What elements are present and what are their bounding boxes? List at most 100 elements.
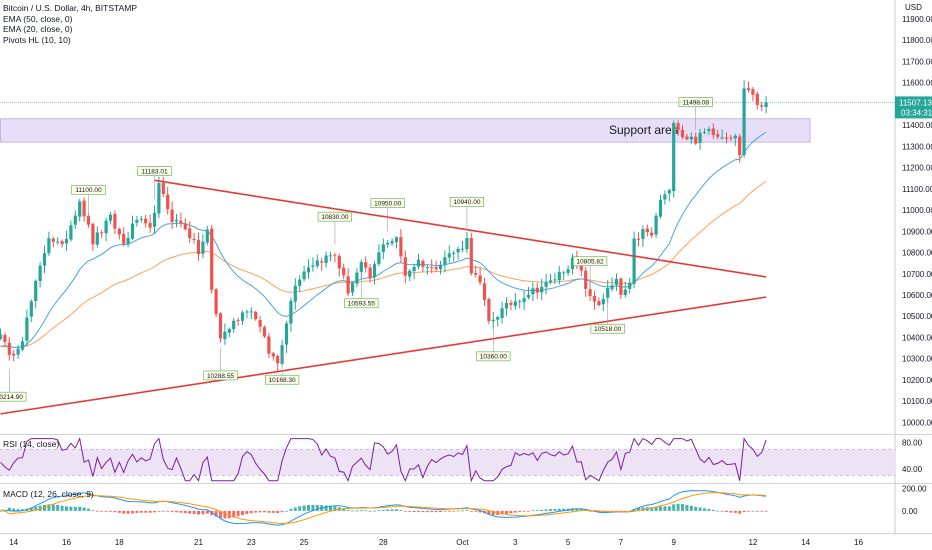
macd-bar (131, 510, 134, 514)
candle (262, 325, 267, 338)
macd-bar (315, 504, 319, 511)
pivot-label: 10950.00 (370, 198, 405, 232)
time-tick-label: 3 (513, 538, 518, 547)
macd-bar (276, 510, 280, 513)
candle-body (205, 229, 209, 243)
candle-body (751, 89, 755, 95)
trendline (154, 179, 767, 278)
macd-bar (197, 510, 200, 515)
macd-bar (465, 510, 469, 511)
candle-body (733, 135, 737, 139)
candle-body (100, 232, 104, 234)
candle (610, 277, 614, 292)
candle (108, 212, 113, 225)
candle-body (271, 353, 275, 357)
macd-bar (452, 510, 456, 512)
candle-body (223, 331, 227, 340)
candle (117, 227, 121, 240)
pivot-label: 10214.90 (0, 368, 27, 402)
candle (179, 212, 183, 228)
macd-bar (707, 509, 711, 511)
candle-body (628, 282, 632, 289)
candle-body (196, 239, 201, 255)
candle (566, 265, 570, 276)
candle-body (298, 279, 302, 286)
candle (584, 267, 588, 297)
candle (113, 210, 117, 235)
macd-bar (51, 504, 55, 511)
macd-bar (324, 505, 328, 511)
candle (157, 176, 161, 219)
macd-bar (359, 510, 363, 512)
macd-bar (109, 510, 112, 512)
candle-body (262, 327, 267, 337)
candle-body (742, 88, 746, 155)
candle-body (51, 238, 55, 242)
candle-body (183, 223, 187, 230)
candle (240, 310, 245, 326)
candle (144, 214, 148, 228)
macd-bar (654, 507, 658, 511)
candle (412, 263, 416, 280)
candle-body (729, 137, 733, 139)
candle (126, 231, 130, 248)
macd-bar (434, 510, 438, 513)
pivot-label: 10360.00 (476, 328, 511, 362)
chart-legend: Bitcoin / U.S. Dollar, 4h, BITSTAMP EMA … (3, 3, 137, 45)
candle (733, 133, 737, 146)
macd-bar (439, 510, 442, 513)
macd-bar (417, 510, 420, 512)
candle (148, 214, 152, 234)
candle (738, 134, 742, 163)
candle-body (210, 228, 214, 290)
macd-bar (738, 510, 742, 514)
macd-bar (562, 508, 566, 511)
macd-bar (201, 510, 205, 515)
time-tick-label: 28 (379, 538, 388, 547)
macd-bar (302, 505, 306, 511)
candle (632, 231, 636, 289)
candle (619, 277, 623, 300)
candle-body (632, 238, 636, 284)
candle-body (553, 279, 557, 281)
candle (544, 273, 548, 295)
pivot-box (317, 211, 353, 222)
candle (570, 254, 575, 275)
macd-bar (747, 510, 750, 512)
pivot-box (590, 323, 625, 334)
macd-bar (386, 509, 390, 511)
candle (623, 281, 627, 298)
candle-body (443, 257, 447, 265)
candle (337, 253, 341, 277)
macd-bar (219, 510, 222, 519)
price-tick-label: 10800.00 (902, 249, 932, 258)
macd-bar (122, 510, 126, 514)
candle (196, 232, 201, 261)
candle-body (438, 265, 443, 270)
candle (746, 81, 751, 93)
candle (531, 282, 535, 302)
candle (214, 287, 218, 318)
macd-bar (144, 510, 148, 513)
candle-body (566, 269, 570, 273)
macd-bar (456, 510, 460, 512)
candle (416, 253, 421, 270)
candle-body (755, 93, 759, 105)
candle (408, 268, 412, 282)
pivot-text: 10593.55 (348, 301, 375, 308)
candle (482, 277, 487, 306)
time-tick-label: 5 (566, 538, 571, 547)
pivot-label: 10940.00 (449, 196, 485, 230)
rsi-band (0, 449, 895, 476)
candle-body (513, 301, 517, 306)
pivot-box (264, 374, 300, 385)
pivot-label: 10805.82 (572, 256, 608, 290)
candle (707, 126, 711, 135)
candle-body (25, 317, 29, 341)
candle-body (636, 238, 641, 240)
candle-body (56, 241, 60, 243)
macd-bar (241, 510, 244, 516)
macd-bar (531, 510, 535, 512)
candle (100, 229, 104, 239)
